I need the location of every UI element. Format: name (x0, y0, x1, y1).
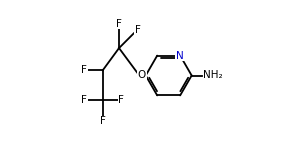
Text: O: O (138, 71, 146, 80)
Text: N: N (176, 51, 184, 61)
Text: NH₂: NH₂ (203, 71, 222, 80)
Text: F: F (118, 95, 124, 105)
Text: F: F (81, 95, 87, 105)
Text: F: F (100, 116, 106, 126)
Text: F: F (81, 65, 87, 75)
Text: F: F (135, 25, 141, 35)
Text: F: F (116, 19, 122, 29)
